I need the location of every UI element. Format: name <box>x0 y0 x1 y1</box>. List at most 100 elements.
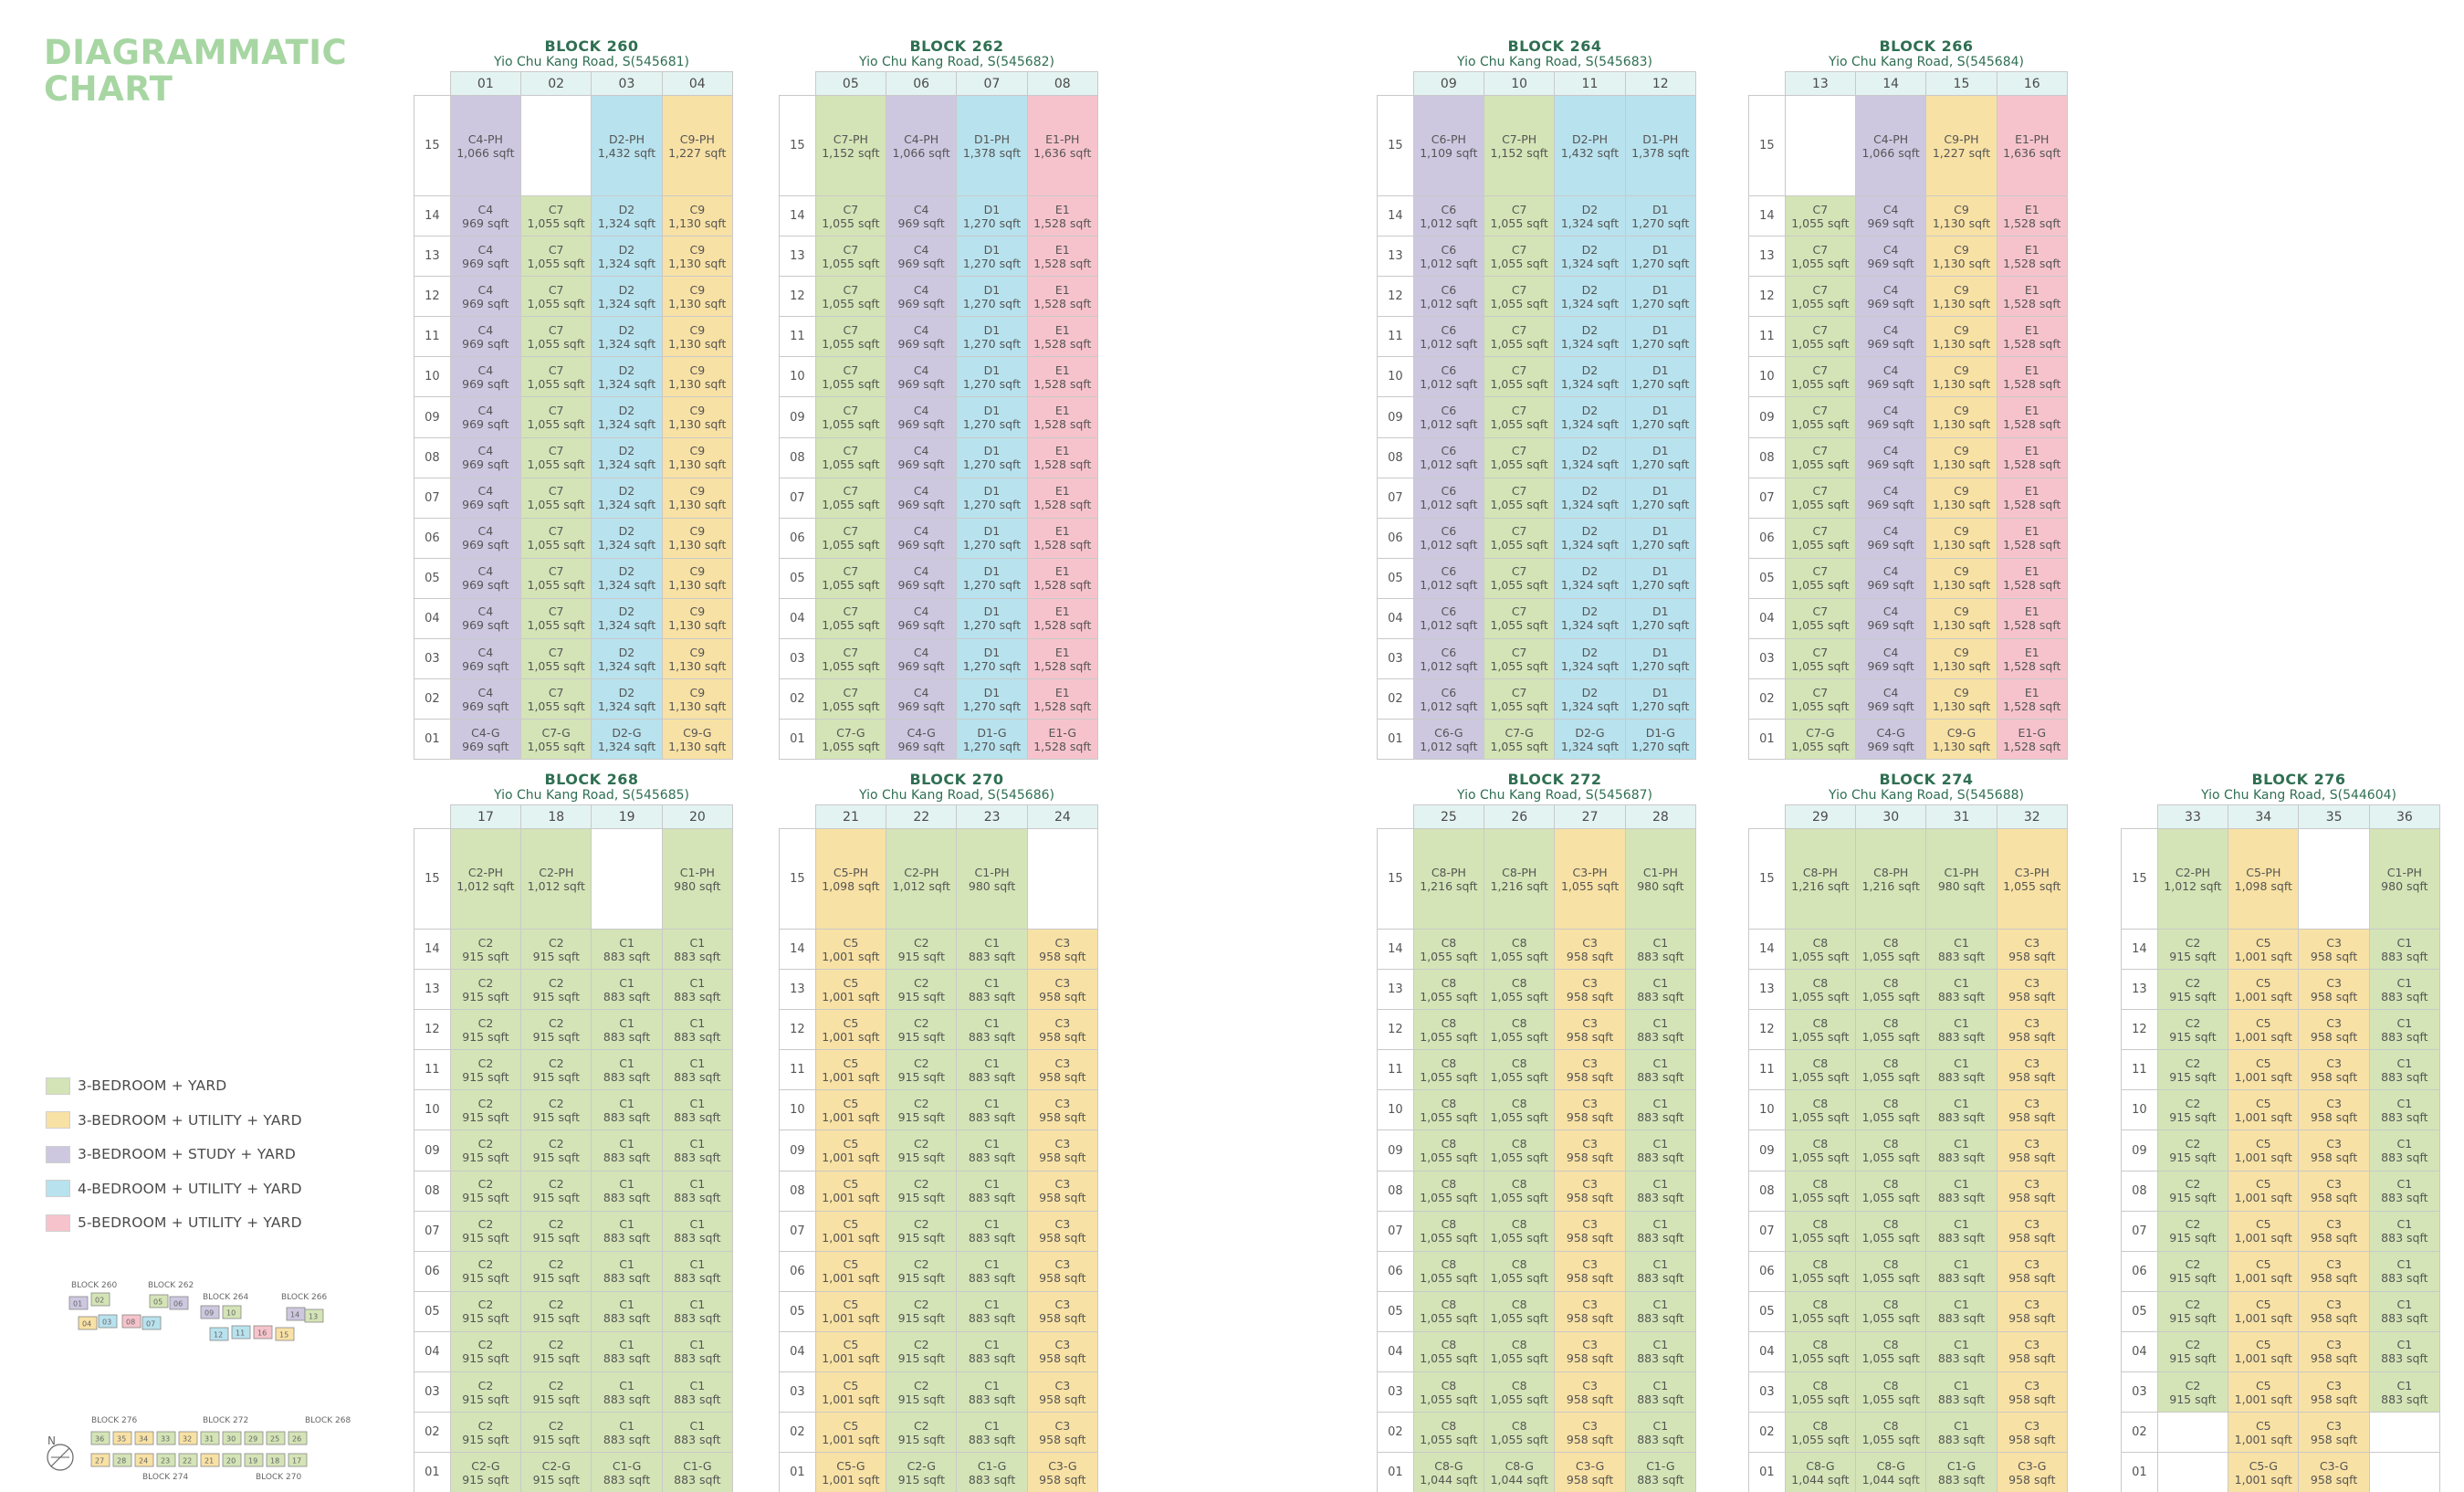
unit-cell[interactable]: C1 883 sqft <box>1624 1371 1697 1413</box>
unit-cell[interactable]: C3 958 sqft <box>1554 1009 1626 1051</box>
unit-cell[interactable]: C1 883 sqft <box>956 1412 1028 1454</box>
unit-cell[interactable]: C2 915 sqft <box>2156 1049 2229 1091</box>
unit-cell[interactable]: C3 958 sqft <box>1554 1049 1626 1091</box>
unit-cell[interactable]: D2-G 1,324 sqft <box>1554 719 1626 761</box>
unit-cell[interactable]: C6 1,012 sqft <box>1412 678 1485 720</box>
unit-cell[interactable]: C8 1,055 sqft <box>1412 1049 1485 1091</box>
unit-cell[interactable]: C2 915 sqft <box>520 1130 592 1172</box>
unit-cell[interactable]: C8 1,055 sqft <box>1784 1210 1857 1252</box>
unit-cell[interactable]: C3-G 958 sqft <box>1026 1452 1099 1492</box>
unit-cell[interactable]: C2 915 sqft <box>449 928 522 971</box>
unit-cell[interactable]: C8-G 1,044 sqft <box>1855 1452 1927 1492</box>
unit-cell[interactable]: C7 1,055 sqft <box>519 356 592 398</box>
unit-cell[interactable]: C4-PH 1,066 sqft <box>885 95 958 196</box>
unit-cell[interactable]: D1 1,270 sqft <box>1624 597 1697 640</box>
unit-cell[interactable]: C3 958 sqft <box>2298 1089 2370 1131</box>
unit-cell[interactable]: C3 958 sqft <box>1026 1412 1099 1454</box>
unit-cell[interactable]: C7 1,055 sqft <box>814 597 887 640</box>
unit-cell[interactable]: C1 883 sqft <box>1925 1009 1997 1051</box>
unit-cell[interactable]: C2-PH 1,012 sqft <box>520 828 592 930</box>
unit-cell[interactable]: C2 915 sqft <box>520 1290 592 1332</box>
unit-cell[interactable]: C8 1,055 sqft <box>1855 928 1927 971</box>
unit-cell[interactable]: C9 1,130 sqft <box>1925 678 1997 720</box>
unit-cell[interactable]: C5 1,001 sqft <box>2228 1330 2300 1373</box>
unit-cell[interactable]: C2 915 sqft <box>886 1009 958 1051</box>
unit-cell[interactable]: C8 1,055 sqft <box>1855 1371 1927 1413</box>
unit-cell[interactable]: C1 883 sqft <box>956 1089 1028 1131</box>
unit-cell[interactable]: C7 1,055 sqft <box>814 678 887 720</box>
unit-cell[interactable]: C1 883 sqft <box>591 1250 663 1292</box>
unit-cell[interactable]: C1 883 sqft <box>1925 1170 1997 1212</box>
unit-cell[interactable]: D1 1,270 sqft <box>956 356 1028 398</box>
unit-cell[interactable]: C8 1,055 sqft <box>1784 1049 1857 1091</box>
unit-cell[interactable]: E1 1,528 sqft <box>1996 194 2069 237</box>
unit-cell[interactable]: C3 958 sqft <box>2298 969 2370 1011</box>
unit-cell[interactable]: E1 1,528 sqft <box>1026 638 1099 680</box>
unit-cell[interactable]: C4 969 sqft <box>1854 597 1927 640</box>
unit-cell[interactable]: C3 958 sqft <box>2298 1371 2370 1413</box>
unit-cell[interactable]: C2 915 sqft <box>886 1250 958 1292</box>
unit-cell[interactable]: C2 915 sqft <box>2156 1371 2229 1413</box>
unit-cell[interactable]: C3 958 sqft <box>2298 1330 2370 1373</box>
unit-cell[interactable]: C4 969 sqft <box>885 316 958 358</box>
unit-cell[interactable]: C1 883 sqft <box>591 1290 663 1332</box>
unit-cell[interactable]: E1 1,528 sqft <box>1996 517 2069 559</box>
unit-cell[interactable]: C8 1,055 sqft <box>1484 1009 1556 1051</box>
unit-cell[interactable]: C2 915 sqft <box>449 1412 522 1454</box>
unit-cell[interactable]: C4-PH 1,066 sqft <box>1854 95 1927 196</box>
unit-cell[interactable]: C1 883 sqft <box>2368 969 2441 1011</box>
unit-cell[interactable]: C7 1,055 sqft <box>1784 276 1857 318</box>
unit-cell[interactable]: C5 1,001 sqft <box>2228 1371 2300 1413</box>
unit-cell[interactable]: C3 958 sqft <box>1996 1170 2069 1212</box>
unit-cell[interactable]: D1 1,270 sqft <box>956 194 1028 237</box>
unit-cell[interactable]: D2 1,324 sqft <box>591 276 663 318</box>
unit-cell[interactable]: D2 1,324 sqft <box>591 477 663 519</box>
unit-cell[interactable]: C3 958 sqft <box>1554 1170 1626 1212</box>
unit-cell[interactable]: C7 1,055 sqft <box>1784 236 1857 278</box>
unit-cell[interactable]: E1 1,528 sqft <box>1996 557 2069 599</box>
unit-cell[interactable]: C3 958 sqft <box>1996 1049 2069 1091</box>
unit-cell[interactable]: C5 1,001 sqft <box>2228 1210 2300 1252</box>
unit-cell[interactable]: C4 969 sqft <box>449 276 522 318</box>
unit-cell[interactable]: E1 1,528 sqft <box>1996 638 2069 680</box>
unit-cell[interactable]: C1 883 sqft <box>661 1250 734 1292</box>
unit-cell[interactable]: C7 1,055 sqft <box>1784 557 1857 599</box>
unit-cell[interactable]: C6 1,012 sqft <box>1412 236 1485 278</box>
unit-cell[interactable]: C7 1,055 sqft <box>519 316 592 358</box>
unit-cell[interactable]: C2-G 915 sqft <box>886 1452 958 1492</box>
unit-cell[interactable]: C2 915 sqft <box>886 1130 958 1172</box>
unit-cell[interactable]: C3 958 sqft <box>1554 928 1626 971</box>
unit-cell[interactable]: C1 883 sqft <box>956 1049 1028 1091</box>
unit-cell[interactable]: C7 1,055 sqft <box>1784 316 1857 358</box>
unit-cell[interactable]: C7-G 1,055 sqft <box>1483 719 1556 761</box>
unit-cell[interactable]: C6 1,012 sqft <box>1412 194 1485 237</box>
unit-cell[interactable]: C3 958 sqft <box>1996 1290 2069 1332</box>
unit-cell[interactable]: C9 1,130 sqft <box>661 356 734 398</box>
unit-cell[interactable]: D2 1,324 sqft <box>591 356 663 398</box>
unit-cell[interactable]: C5 1,001 sqft <box>2228 1009 2300 1051</box>
unit-cell[interactable]: C3 958 sqft <box>1554 1290 1626 1332</box>
unit-cell[interactable]: C7-PH 1,152 sqft <box>1483 95 1556 196</box>
unit-cell[interactable]: D2 1,324 sqft <box>591 396 663 438</box>
unit-cell[interactable]: C2 915 sqft <box>886 1089 958 1131</box>
unit-cell[interactable]: C1 883 sqft <box>661 1170 734 1212</box>
unit-cell[interactable]: C8 1,055 sqft <box>1784 1371 1857 1413</box>
unit-cell[interactable]: C7 1,055 sqft <box>814 396 887 438</box>
unit-cell[interactable]: C8 1,055 sqft <box>1784 1250 1857 1292</box>
unit-cell[interactable]: C8 1,055 sqft <box>1855 969 1927 1011</box>
unit-cell[interactable]: C5 1,001 sqft <box>814 1290 887 1332</box>
unit-cell[interactable]: C3 958 sqft <box>1026 1330 1099 1373</box>
unit-cell[interactable]: C1 883 sqft <box>2368 928 2441 971</box>
unit-cell[interactable]: C3 958 sqft <box>1554 969 1626 1011</box>
unit-cell[interactable]: C2 915 sqft <box>520 1170 592 1212</box>
unit-cell[interactable]: C9 1,130 sqft <box>1925 517 1997 559</box>
unit-cell[interactable]: C1 883 sqft <box>1624 1089 1697 1131</box>
unit-cell[interactable]: C7 1,055 sqft <box>519 638 592 680</box>
unit-cell[interactable]: D1 1,270 sqft <box>1624 436 1697 478</box>
unit-cell[interactable]: C5-PH 1,098 sqft <box>2228 828 2300 930</box>
unit-cell[interactable]: C8-PH 1,216 sqft <box>1784 828 1857 930</box>
unit-cell[interactable]: C8 1,055 sqft <box>1484 1210 1556 1252</box>
unit-cell[interactable]: D2 1,324 sqft <box>1554 638 1626 680</box>
unit-cell[interactable]: C4 969 sqft <box>885 517 958 559</box>
unit-cell[interactable]: C5 1,001 sqft <box>814 969 887 1011</box>
